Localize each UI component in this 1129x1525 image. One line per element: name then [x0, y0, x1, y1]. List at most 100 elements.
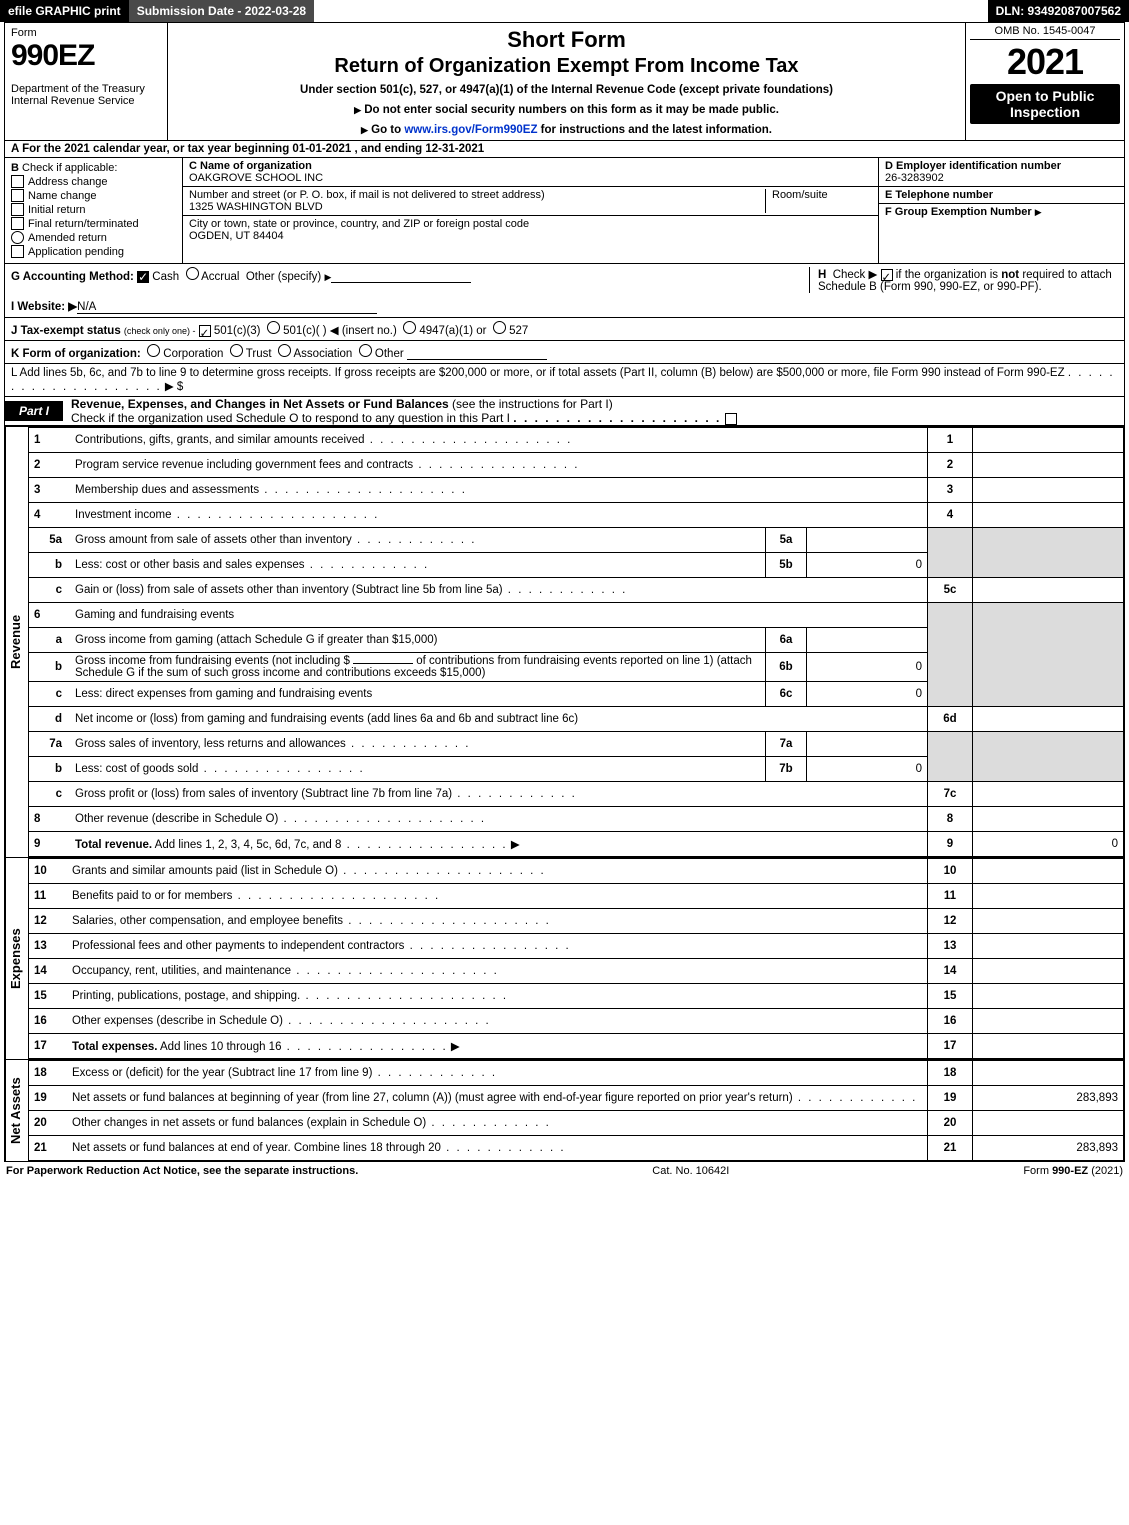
arrow-icon — [354, 104, 361, 116]
l17-desc: Add lines 10 through 16 — [157, 1041, 447, 1053]
l6a-desc: Gross income from gaming (attach Schedul… — [70, 628, 766, 653]
line-10: 10Grants and similar amounts paid (list … — [29, 859, 1124, 884]
radio-other[interactable] — [359, 344, 372, 357]
goto-pre: Go to — [371, 124, 404, 136]
line-16: 16Other expenses (describe in Schedule O… — [29, 1009, 1124, 1034]
arrow-icon — [1035, 206, 1042, 218]
l2-desc: Program service revenue including govern… — [75, 459, 579, 471]
chk-label: Initial return — [28, 204, 85, 216]
v19: 283,893 — [973, 1086, 1124, 1111]
part1-title: Revenue, Expenses, and Changes in Net As… — [71, 397, 449, 411]
k-trust: Trust — [246, 348, 272, 360]
l6-desc: Gaming and fundraising events — [70, 603, 928, 628]
entity-info-grid: B Check if applicable: Address change Na… — [5, 158, 1124, 264]
netassets-section: Net Assets 18Excess or (deficit) for the… — [5, 1059, 1124, 1161]
efile-label: efile GRAPHIC print — [0, 0, 129, 22]
chk-label: Amended return — [28, 232, 107, 244]
radio-501c[interactable] — [267, 321, 280, 334]
line-4: 4Investment income4 — [29, 503, 1124, 528]
ein-value: 26-3283902 — [885, 172, 944, 184]
omb-number: OMB No. 1545-0047 — [970, 25, 1120, 40]
org-street: 1325 WASHINGTON BLVD — [189, 201, 323, 213]
form-header: Form 990EZ Department of the Treasury In… — [5, 23, 1124, 141]
footer-right-pre: Form — [1023, 1165, 1052, 1177]
line-3: 3Membership dues and assessments3 — [29, 478, 1124, 503]
checkbox-501c3[interactable]: ✓ — [199, 325, 211, 337]
chk-label: Application pending — [28, 246, 124, 258]
l16-desc: Other expenses (describe in Schedule O) — [72, 1015, 491, 1027]
radio-trust[interactable] — [230, 344, 243, 357]
revenue-side-label: Revenue — [5, 427, 28, 857]
checkbox-name-change[interactable] — [11, 189, 24, 202]
checkbox-initial-return[interactable] — [11, 203, 24, 216]
line-8: 8Other revenue (describe in Schedule O)8 — [29, 807, 1124, 832]
l6b-amount-field[interactable] — [353, 663, 413, 664]
form-number: 990EZ — [11, 39, 161, 73]
g-other: Other (specify) — [246, 271, 321, 283]
g-label: G Accounting Method: — [11, 271, 134, 283]
form-container: Form 990EZ Department of the Treasury In… — [4, 22, 1125, 1162]
h-label: H — [818, 269, 826, 281]
part1-tag: Part I — [5, 401, 63, 421]
l21-desc: Net assets or fund balances at end of ye… — [72, 1142, 566, 1154]
warning-text: Do not enter social security numbers on … — [364, 104, 779, 116]
part1-check-line: Check if the organization used Schedule … — [71, 411, 510, 425]
radio-4947[interactable] — [403, 321, 416, 334]
l18-desc: Excess or (deficit) for the year (Subtra… — [72, 1067, 497, 1079]
l-arrow: ▶ $ — [165, 381, 183, 393]
org-city: OGDEN, UT 84404 — [189, 230, 284, 242]
checkbox-address-change[interactable] — [11, 175, 24, 188]
b-label: Check if applicable: — [22, 162, 117, 174]
line-5a: 5aGross amount from sale of assets other… — [29, 528, 1124, 553]
revenue-table: 1Contributions, gifts, grants, and simil… — [28, 427, 1124, 857]
radio-corp[interactable] — [147, 344, 160, 357]
room-suite-label: Room/suite — [772, 189, 828, 201]
header-center: Short Form Return of Organization Exempt… — [168, 23, 965, 140]
column-def: D Employer identification number 26-3283… — [878, 158, 1124, 263]
page-footer: For Paperwork Reduction Act Notice, see … — [0, 1162, 1129, 1180]
line-17: 17Total expenses. Add lines 10 through 1… — [29, 1034, 1124, 1059]
tax-year: 2021 — [970, 44, 1120, 80]
radio-amended-return[interactable] — [11, 231, 24, 244]
checkbox-cash[interactable]: ✓ — [137, 271, 149, 283]
title-short-form: Short Form — [176, 27, 957, 53]
j-note: (check only one) - — [124, 326, 196, 336]
l8-desc: Other revenue (describe in Schedule O) — [75, 813, 486, 825]
top-bar: efile GRAPHIC print Submission Date - 20… — [0, 0, 1129, 22]
g-cash: Cash — [152, 271, 179, 283]
arrow-icon — [324, 271, 331, 283]
chk-label: Address change — [28, 176, 108, 188]
j-4947: 4947(a)(1) or — [419, 325, 486, 337]
h-text1: Check ▶ — [833, 269, 878, 281]
l3-desc: Membership dues and assessments — [75, 484, 467, 496]
footer-right-post: (2021) — [1088, 1165, 1123, 1177]
radio-assoc[interactable] — [278, 344, 291, 357]
subtitle: Under section 501(c), 527, or 4947(a)(1)… — [176, 84, 957, 96]
l7a-desc: Gross sales of inventory, less returns a… — [75, 738, 471, 750]
l13-desc: Professional fees and other payments to … — [72, 940, 571, 952]
submission-date: Submission Date - 2022-03-28 — [129, 0, 314, 22]
checkbox-schedule-b[interactable]: ✓ — [881, 269, 893, 281]
j-527: 527 — [509, 325, 528, 337]
other-specify-field[interactable] — [331, 270, 471, 283]
part1-title-wrap: Revenue, Expenses, and Changes in Net As… — [63, 397, 737, 425]
form-word: Form — [11, 27, 161, 39]
radio-527[interactable] — [493, 321, 506, 334]
line-2: 2Program service revenue including gover… — [29, 453, 1124, 478]
k-other-field[interactable] — [407, 347, 547, 360]
checkbox-application-pending[interactable] — [11, 245, 24, 258]
open-inspection: Open to Public Inspection — [970, 84, 1120, 124]
checkbox-schedule-o[interactable] — [725, 413, 737, 425]
line-21: 21Net assets or fund balances at end of … — [29, 1136, 1124, 1161]
footer-cat: Cat. No. 10642I — [652, 1165, 729, 1177]
expenses-section: Expenses 10Grants and similar amounts pa… — [5, 857, 1124, 1059]
radio-accrual[interactable] — [186, 267, 199, 280]
revenue-section: Revenue 1Contributions, gifts, grants, a… — [5, 426, 1124, 857]
l20-desc: Other changes in net assets or fund bala… — [72, 1117, 551, 1129]
irs-label: Internal Revenue Service — [11, 95, 161, 107]
footer-right: Form 990-EZ (2021) — [1023, 1165, 1123, 1177]
l11-desc: Benefits paid to or for members — [72, 890, 440, 902]
checkbox-final-return[interactable] — [11, 217, 24, 230]
irs-link[interactable]: www.irs.gov/Form990EZ — [404, 124, 537, 136]
h-text2: if the organization is — [896, 269, 1001, 281]
